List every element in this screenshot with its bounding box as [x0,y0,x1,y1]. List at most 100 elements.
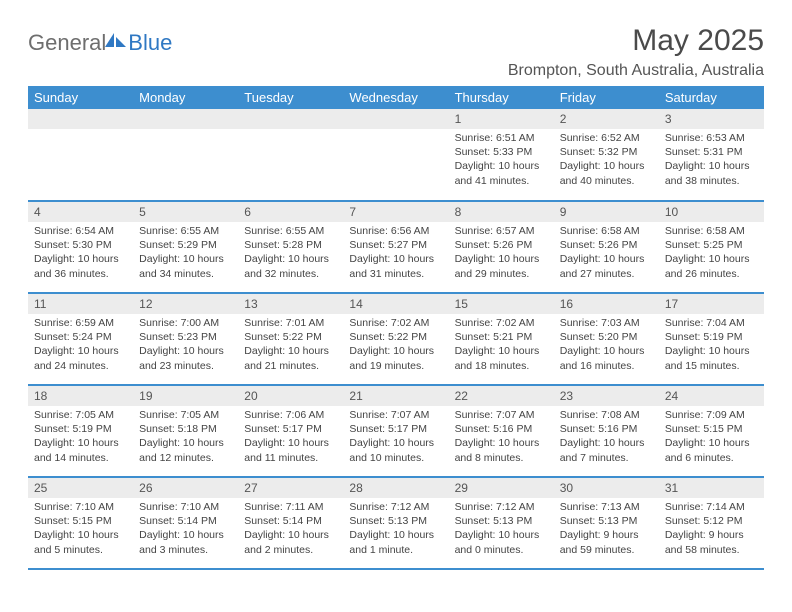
day-number: 17 [659,294,764,314]
day-details: Sunrise: 7:05 AMSunset: 5:19 PMDaylight:… [28,406,133,469]
day-number: 31 [659,478,764,498]
day-details: Sunrise: 7:09 AMSunset: 5:15 PMDaylight:… [659,406,764,469]
calendar-cell: 24Sunrise: 7:09 AMSunset: 5:15 PMDayligh… [659,385,764,477]
day-details: Sunrise: 6:52 AMSunset: 5:32 PMDaylight:… [554,129,659,192]
day-number: 14 [343,294,448,314]
day-number [238,109,343,129]
calendar-cell: 18Sunrise: 7:05 AMSunset: 5:19 PMDayligh… [28,385,133,477]
calendar-week-row: 11Sunrise: 6:59 AMSunset: 5:24 PMDayligh… [28,293,764,385]
calendar-cell: 5Sunrise: 6:55 AMSunset: 5:29 PMDaylight… [133,201,238,293]
day-details: Sunrise: 7:07 AMSunset: 5:16 PMDaylight:… [449,406,554,469]
day-details: Sunrise: 7:12 AMSunset: 5:13 PMDaylight:… [449,498,554,561]
calendar-cell: 25Sunrise: 7:10 AMSunset: 5:15 PMDayligh… [28,477,133,569]
day-details: Sunrise: 6:57 AMSunset: 5:26 PMDaylight:… [449,222,554,285]
logo-text-general: General [28,30,106,56]
day-number: 23 [554,386,659,406]
day-number: 30 [554,478,659,498]
day-details: Sunrise: 6:56 AMSunset: 5:27 PMDaylight:… [343,222,448,285]
day-number: 1 [449,109,554,129]
day-number: 19 [133,386,238,406]
day-number: 26 [133,478,238,498]
page-title: May 2025 [508,24,764,58]
title-block: May 2025 Brompton, South Australia, Aust… [508,24,764,80]
day-details [238,129,343,135]
calendar-cell: 14Sunrise: 7:02 AMSunset: 5:22 PMDayligh… [343,293,448,385]
calendar-cell: 3Sunrise: 6:53 AMSunset: 5:31 PMDaylight… [659,109,764,201]
day-details: Sunrise: 7:08 AMSunset: 5:16 PMDaylight:… [554,406,659,469]
day-details: Sunrise: 7:02 AMSunset: 5:22 PMDaylight:… [343,314,448,377]
weekday-header-row: Sunday Monday Tuesday Wednesday Thursday… [28,86,764,109]
day-details: Sunrise: 7:14 AMSunset: 5:12 PMDaylight:… [659,498,764,561]
day-number: 5 [133,202,238,222]
day-number: 18 [28,386,133,406]
weekday-header: Monday [133,86,238,109]
day-details: Sunrise: 6:55 AMSunset: 5:28 PMDaylight:… [238,222,343,285]
day-number: 9 [554,202,659,222]
calendar-week-row: 25Sunrise: 7:10 AMSunset: 5:15 PMDayligh… [28,477,764,569]
day-details: Sunrise: 7:10 AMSunset: 5:14 PMDaylight:… [133,498,238,561]
weekday-header: Thursday [449,86,554,109]
day-details: Sunrise: 6:53 AMSunset: 5:31 PMDaylight:… [659,129,764,192]
day-details [28,129,133,135]
day-details: Sunrise: 6:51 AMSunset: 5:33 PMDaylight:… [449,129,554,192]
day-details: Sunrise: 7:01 AMSunset: 5:22 PMDaylight:… [238,314,343,377]
day-number: 2 [554,109,659,129]
day-details: Sunrise: 6:58 AMSunset: 5:26 PMDaylight:… [554,222,659,285]
day-number: 16 [554,294,659,314]
day-details: Sunrise: 7:06 AMSunset: 5:17 PMDaylight:… [238,406,343,469]
day-details: Sunrise: 6:54 AMSunset: 5:30 PMDaylight:… [28,222,133,285]
day-details: Sunrise: 7:10 AMSunset: 5:15 PMDaylight:… [28,498,133,561]
day-details: Sunrise: 7:13 AMSunset: 5:13 PMDaylight:… [554,498,659,561]
logo-triangle2-icon [116,37,126,47]
calendar-cell: 23Sunrise: 7:08 AMSunset: 5:16 PMDayligh… [554,385,659,477]
day-number: 10 [659,202,764,222]
day-details: Sunrise: 6:58 AMSunset: 5:25 PMDaylight:… [659,222,764,285]
calendar-cell: 16Sunrise: 7:03 AMSunset: 5:20 PMDayligh… [554,293,659,385]
day-number: 21 [343,386,448,406]
day-number [28,109,133,129]
weekday-header: Friday [554,86,659,109]
calendar-cell: 17Sunrise: 7:04 AMSunset: 5:19 PMDayligh… [659,293,764,385]
weekday-header: Tuesday [238,86,343,109]
day-details: Sunrise: 7:04 AMSunset: 5:19 PMDaylight:… [659,314,764,377]
weekday-header: Saturday [659,86,764,109]
calendar-cell: 6Sunrise: 6:55 AMSunset: 5:28 PMDaylight… [238,201,343,293]
day-details: Sunrise: 6:55 AMSunset: 5:29 PMDaylight:… [133,222,238,285]
logo: General Blue [28,30,172,56]
logo-text-blue: Blue [128,30,172,56]
weekday-header: Sunday [28,86,133,109]
calendar-cell: 2Sunrise: 6:52 AMSunset: 5:32 PMDaylight… [554,109,659,201]
calendar-cell: 30Sunrise: 7:13 AMSunset: 5:13 PMDayligh… [554,477,659,569]
day-details: Sunrise: 7:03 AMSunset: 5:20 PMDaylight:… [554,314,659,377]
calendar-cell: 10Sunrise: 6:58 AMSunset: 5:25 PMDayligh… [659,201,764,293]
calendar-cell: 9Sunrise: 6:58 AMSunset: 5:26 PMDaylight… [554,201,659,293]
day-number: 27 [238,478,343,498]
calendar-cell [133,109,238,201]
day-number [343,109,448,129]
day-number: 8 [449,202,554,222]
calendar-cell: 22Sunrise: 7:07 AMSunset: 5:16 PMDayligh… [449,385,554,477]
day-number: 20 [238,386,343,406]
day-number: 15 [449,294,554,314]
day-number: 28 [343,478,448,498]
day-details: Sunrise: 7:00 AMSunset: 5:23 PMDaylight:… [133,314,238,377]
calendar-cell [343,109,448,201]
calendar-cell: 26Sunrise: 7:10 AMSunset: 5:14 PMDayligh… [133,477,238,569]
day-details: Sunrise: 7:02 AMSunset: 5:21 PMDaylight:… [449,314,554,377]
calendar-cell: 20Sunrise: 7:06 AMSunset: 5:17 PMDayligh… [238,385,343,477]
calendar-cell: 8Sunrise: 6:57 AMSunset: 5:26 PMDaylight… [449,201,554,293]
day-number: 29 [449,478,554,498]
calendar-cell: 1Sunrise: 6:51 AMSunset: 5:33 PMDaylight… [449,109,554,201]
calendar-cell: 21Sunrise: 7:07 AMSunset: 5:17 PMDayligh… [343,385,448,477]
day-details: Sunrise: 7:07 AMSunset: 5:17 PMDaylight:… [343,406,448,469]
weekday-header: Wednesday [343,86,448,109]
calendar-cell: 7Sunrise: 6:56 AMSunset: 5:27 PMDaylight… [343,201,448,293]
calendar-cell: 27Sunrise: 7:11 AMSunset: 5:14 PMDayligh… [238,477,343,569]
calendar-cell: 29Sunrise: 7:12 AMSunset: 5:13 PMDayligh… [449,477,554,569]
day-number: 22 [449,386,554,406]
day-number: 25 [28,478,133,498]
day-details [133,129,238,135]
calendar-cell: 15Sunrise: 7:02 AMSunset: 5:21 PMDayligh… [449,293,554,385]
day-number: 11 [28,294,133,314]
day-number: 13 [238,294,343,314]
